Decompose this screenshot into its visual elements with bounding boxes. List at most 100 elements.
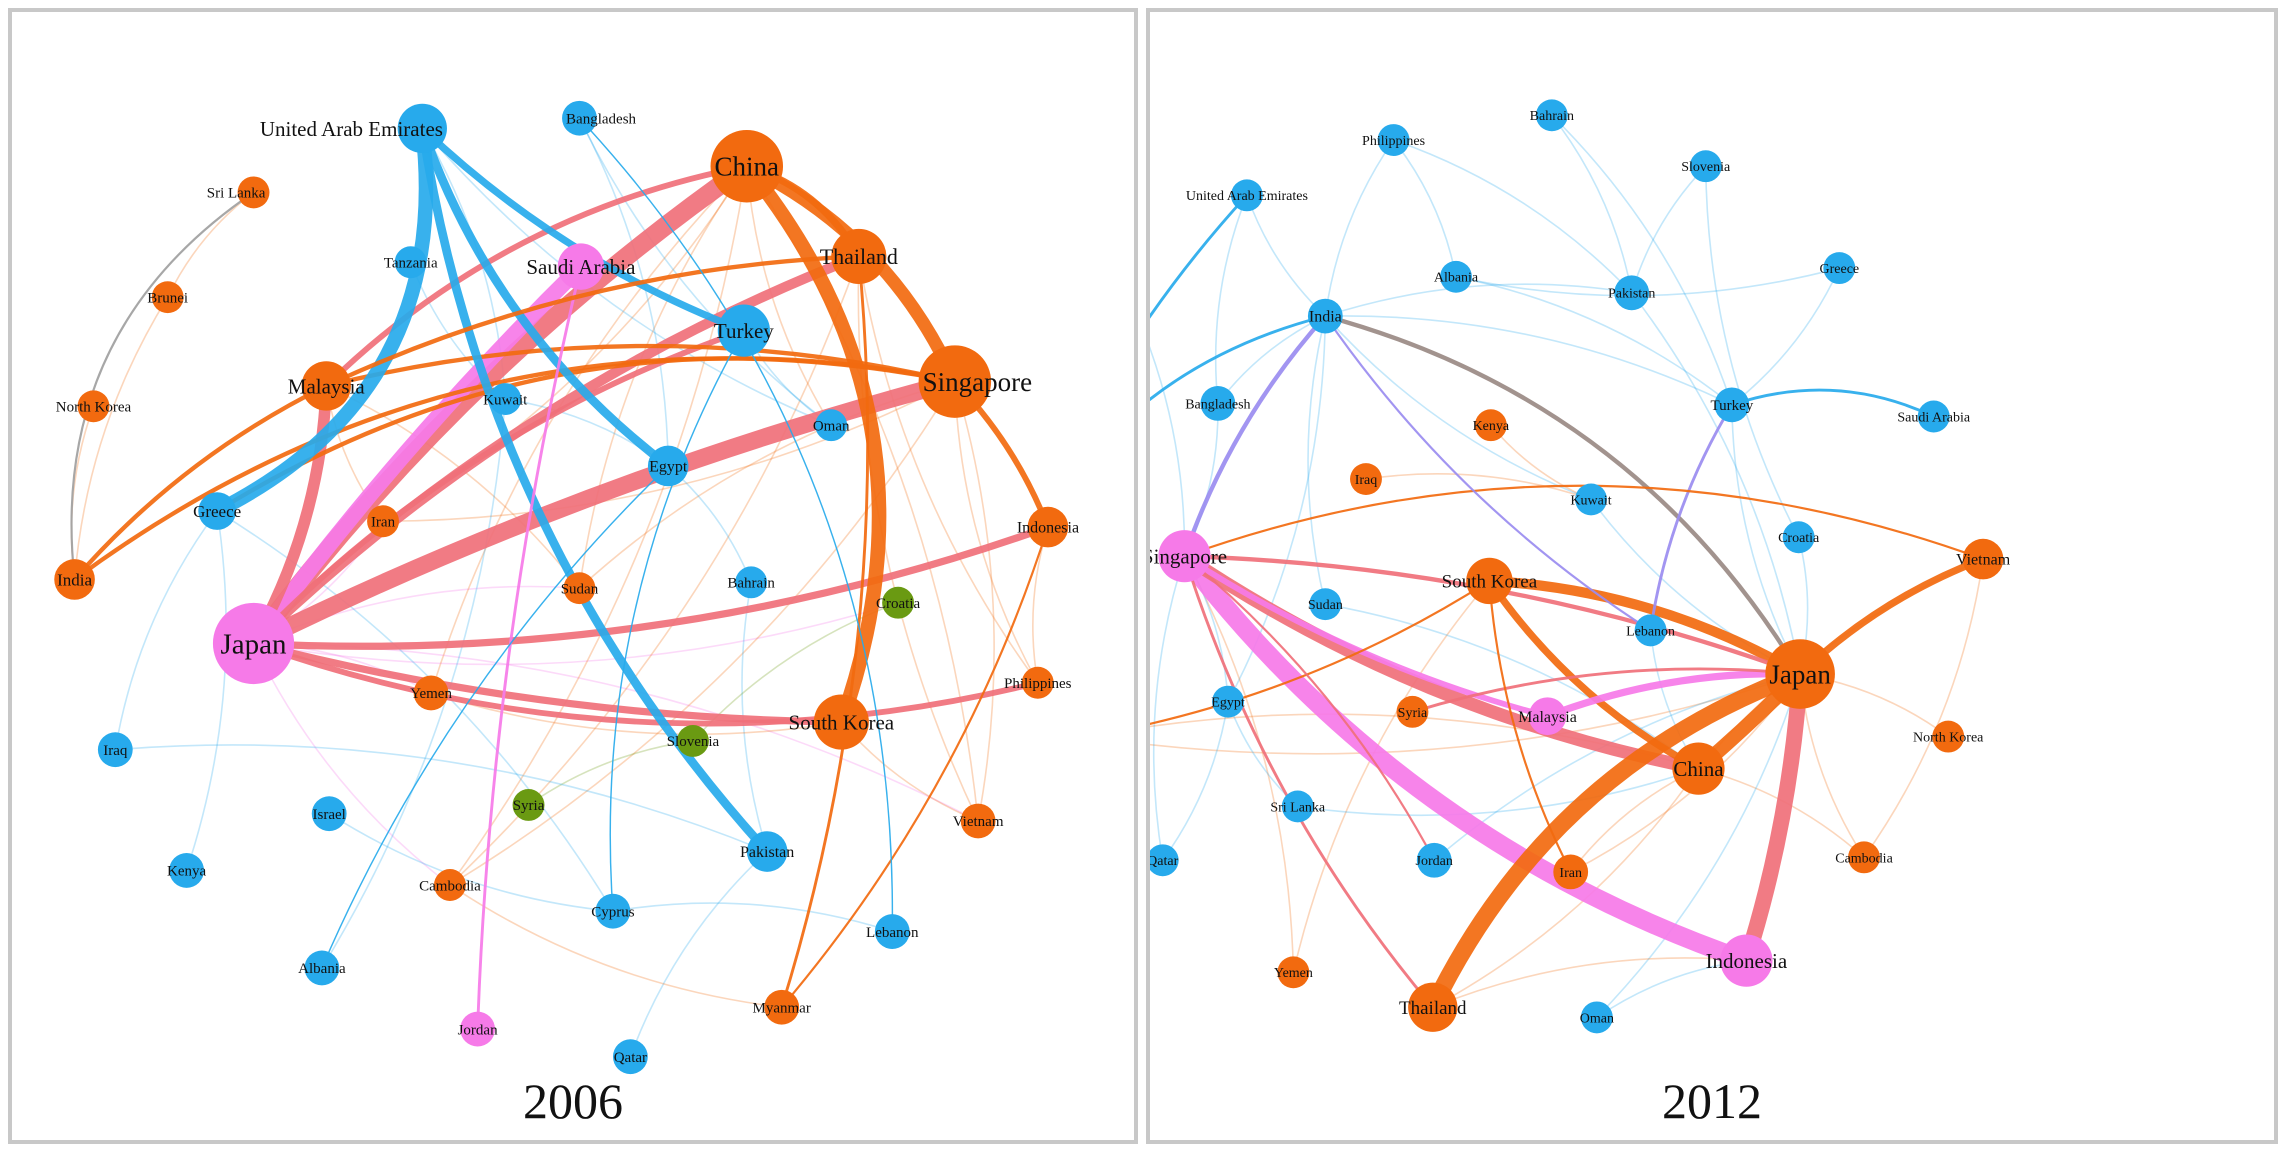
node-circle (1672, 742, 1725, 795)
node-croatia[interactable]: Croatia (876, 586, 921, 619)
node-egypt[interactable]: Egypt (647, 445, 689, 487)
node-syria[interactable]: Syria (1396, 695, 1429, 728)
node-jordan[interactable]: Jordan (1416, 842, 1453, 878)
node-uae[interactable]: United Arab Emirates (1186, 179, 1308, 212)
edge-faint (612, 902, 893, 933)
node-sudan[interactable]: Sudan (1308, 588, 1343, 621)
node-china[interactable]: China (710, 129, 784, 203)
node-tanzania[interactable]: Tanzania (384, 246, 438, 279)
node-circle (813, 694, 869, 750)
node-northkorea[interactable]: North Korea (56, 390, 132, 423)
node-jordan[interactable]: Jordan (458, 1011, 498, 1047)
node-srilanka[interactable]: Sri Lanka (1270, 790, 1326, 823)
node-indonesia[interactable]: Indonesia (1706, 934, 1788, 987)
node-india[interactable]: India (54, 559, 95, 600)
node-cambodia[interactable]: Cambodia (419, 869, 481, 901)
node-bahrain[interactable]: Bahrain (1530, 99, 1574, 132)
node-iraq[interactable]: Iraq (97, 732, 133, 768)
node-china[interactable]: China (1672, 742, 1725, 795)
node-vietnam[interactable]: Vietnam (1956, 538, 2011, 580)
node-label: Albania (298, 961, 346, 977)
node-srilanka[interactable]: Sri Lanka (207, 176, 270, 209)
node-indonesia[interactable]: Indonesia (1017, 506, 1079, 548)
edge-faint (1152, 555, 1186, 861)
node-iraq[interactable]: Iraq (1350, 463, 1382, 496)
node-qatar[interactable]: Qatar (1150, 844, 1179, 877)
node-kenya[interactable]: Kenya (167, 853, 207, 888)
node-brunei[interactable]: Brunei (147, 281, 188, 314)
node-philippines[interactable]: Philippines (1362, 124, 1425, 156)
node-circle (1614, 275, 1650, 311)
node-lebanon[interactable]: Lebanon (866, 914, 919, 949)
node-kuwait[interactable]: Kuwait (1570, 483, 1612, 516)
node-cambodia[interactable]: Cambodia (1835, 841, 1894, 874)
node-india[interactable]: India (1307, 298, 1343, 334)
node-turkey[interactable]: Turkey (714, 304, 774, 357)
node-greece[interactable]: Greece (1820, 252, 1860, 285)
node-saudiarabia[interactable]: Saudi Arabia (526, 243, 636, 290)
node-sudan[interactable]: Sudan (561, 572, 599, 605)
node-japan[interactable]: Japan (212, 602, 295, 685)
node-label: Israel (313, 807, 346, 823)
edge-indonesia-japan (249, 523, 1052, 650)
node-kuwait[interactable]: Kuwait (483, 383, 528, 415)
node-vietnam[interactable]: Vietnam (953, 803, 1004, 839)
node-bahrain[interactable]: Bahrain (727, 566, 775, 599)
node-slovenia[interactable]: Slovenia (1681, 150, 1731, 183)
node-oman[interactable]: Oman (1580, 1001, 1614, 1034)
node-label: Sudan (561, 581, 599, 597)
edge-faint (449, 884, 782, 1009)
edge-bangladesh-lebanon (578, 117, 894, 933)
node-bangladesh[interactable]: Bangladesh (1185, 385, 1251, 421)
node-kenya[interactable]: Kenya (1473, 409, 1510, 442)
node-pakistan[interactable]: Pakistan (740, 831, 794, 872)
node-cyprus[interactable]: Cyprus (591, 893, 635, 929)
node-malaysia[interactable]: Malaysia (1518, 697, 1577, 736)
node-bangladesh[interactable]: Bangladesh (562, 100, 637, 136)
node-japan[interactable]: Japan (1765, 639, 1835, 709)
edge-faint (1183, 555, 1295, 973)
node-qatar[interactable]: Qatar (612, 1039, 648, 1075)
node-circle (169, 853, 205, 888)
node-turkey[interactable]: Turkey (1710, 387, 1754, 423)
node-syria[interactable]: Syria (512, 789, 545, 821)
node-label: South Korea (1442, 572, 1538, 593)
node-israel[interactable]: Israel (311, 796, 347, 832)
node-yemen[interactable]: Yemen (1274, 956, 1313, 989)
edge-faint (1307, 315, 1327, 605)
node-southkorea[interactable]: South Korea (789, 694, 895, 750)
node-singapore[interactable]: Singapore (918, 345, 1032, 418)
node-circle (1027, 506, 1069, 548)
node-label: Bangladesh (1185, 397, 1250, 412)
node-slovenia[interactable]: Slovenia (667, 725, 720, 757)
node-egypt[interactable]: Egypt (1211, 685, 1245, 718)
node-greece[interactable]: Greece (193, 492, 241, 530)
edge-thailand-singapore (1183, 554, 1435, 1009)
node-circle (1575, 483, 1607, 516)
edge-thailand-myanmar (780, 254, 870, 1009)
node-lebanon[interactable]: Lebanon (1626, 614, 1675, 647)
node-albania[interactable]: Albania (298, 950, 346, 986)
edge-faint (70, 406, 95, 580)
edge-faint (667, 465, 752, 583)
node-southkorea[interactable]: South Korea (1442, 557, 1538, 605)
node-yemen[interactable]: Yemen (410, 675, 452, 711)
node-philippines[interactable]: Philippines (1004, 666, 1072, 699)
node-thailand[interactable]: Thailand (1399, 982, 1467, 1032)
node-northkorea[interactable]: North Korea (1913, 720, 1984, 753)
node-iran[interactable]: Iran (367, 505, 399, 538)
node-oman[interactable]: Oman (813, 409, 850, 442)
node-myanmar[interactable]: Myanmar (753, 989, 811, 1025)
node-croatia[interactable]: Croatia (1778, 521, 1820, 554)
node-uae[interactable]: United Arab Emirates (260, 103, 447, 154)
node-label: Saudi Arabia (1897, 410, 1970, 425)
node-albania[interactable]: Albania (1434, 260, 1479, 293)
edge-turkey-saudiarabia (1730, 388, 1936, 418)
node-malaysia[interactable]: Malaysia (288, 361, 366, 411)
node-pakistan[interactable]: Pakistan (1608, 275, 1655, 311)
edge-faint (166, 191, 255, 298)
node-thailand[interactable]: Thailand (820, 228, 898, 284)
node-singapore[interactable]: Singapore (1150, 530, 1227, 583)
node-iran[interactable]: Iran (1553, 854, 1589, 890)
node-saudiarabia[interactable]: Saudi Arabia (1897, 400, 1971, 433)
